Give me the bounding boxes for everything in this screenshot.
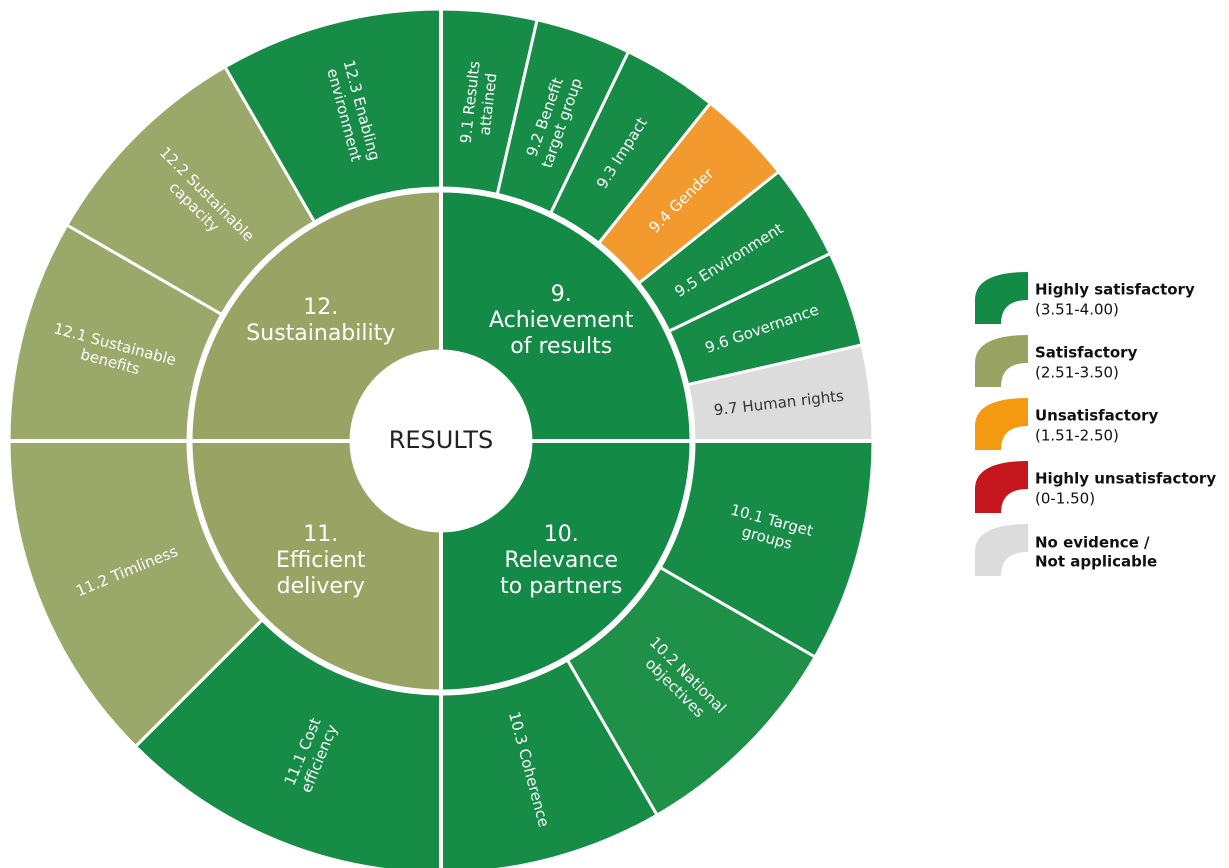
legend-label: Highly satisfactory — [1035, 281, 1195, 299]
legend-range: (0-1.50) — [1035, 490, 1095, 508]
group-label-line: 11. — [303, 522, 338, 547]
legend-label: Unsatisfactory — [1035, 407, 1159, 425]
legend-label: Highly unsatisfactory — [1035, 470, 1216, 488]
legend-icon — [975, 398, 1028, 450]
group-label: 12. Sustainability — [246, 295, 395, 346]
legend-icon — [975, 335, 1028, 387]
group-label-line: 9. — [551, 282, 572, 307]
group-label-line: 12. — [303, 295, 338, 320]
legend-range: (1.51-2.50) — [1035, 427, 1119, 445]
group-label: 10. Relevance to partners — [500, 522, 622, 599]
legend-range: (3.51-4.00) — [1035, 301, 1119, 319]
group-label: 9. Achievement of results — [489, 282, 634, 359]
center-hole — [351, 351, 531, 531]
group-label: 11. Efficient delivery — [276, 522, 366, 599]
center-label: RESULTS — [389, 426, 494, 454]
legend-icon — [975, 272, 1028, 324]
legend-label: No evidence / Not applicable — [1035, 533, 1157, 570]
group-label-line: 10. — [544, 522, 579, 547]
legend-label: Satisfactory — [1035, 344, 1138, 362]
legend-icon — [975, 524, 1028, 576]
group-label-line: delivery — [277, 574, 365, 599]
group-label-line: to partners — [500, 574, 622, 599]
group-label-line: Sustainability — [246, 321, 395, 346]
group-label-line: of results — [510, 334, 612, 359]
legend-range: (2.51-3.50) — [1035, 364, 1119, 382]
group-label-line: Relevance — [504, 548, 618, 573]
group-label-line: Achievement — [489, 308, 634, 333]
legend-label-line: No evidence / — [1035, 533, 1150, 551]
legend-label-line: Not applicable — [1035, 552, 1157, 570]
group-label-line: Efficient — [276, 548, 366, 573]
legend-icon — [975, 461, 1028, 513]
